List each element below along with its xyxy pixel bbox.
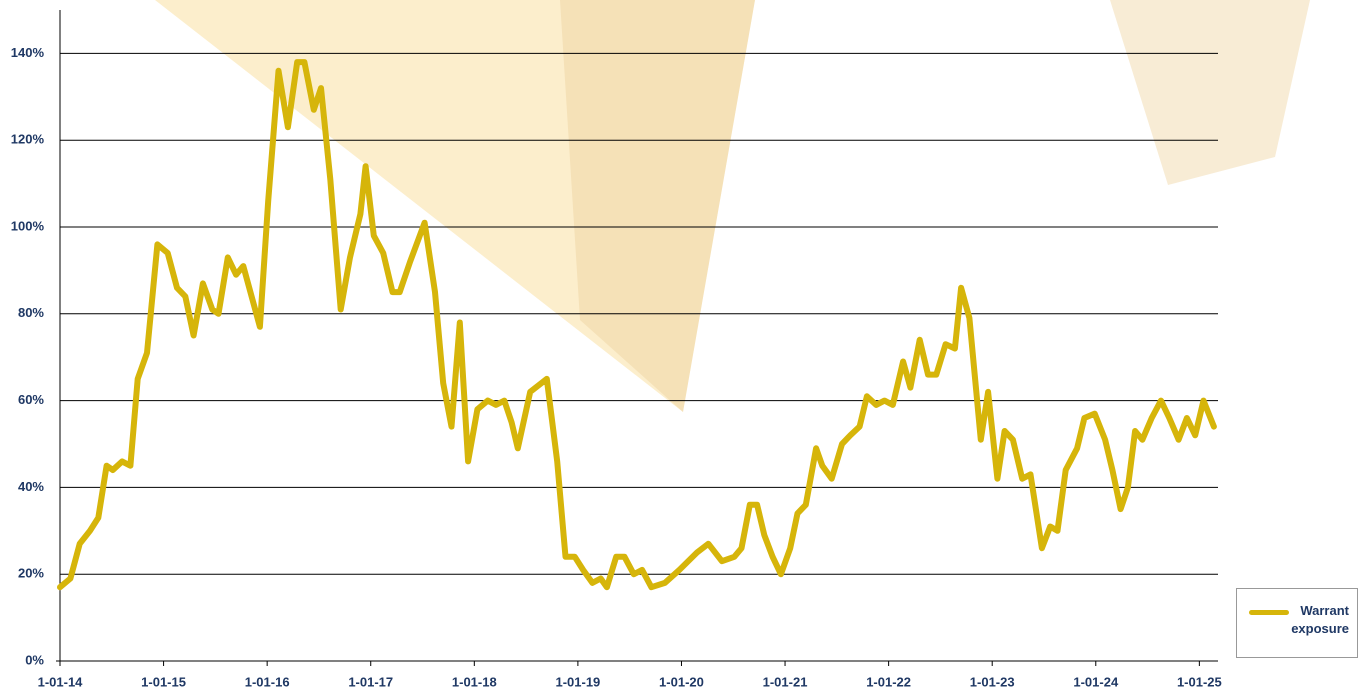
y-tick-label: 120% xyxy=(11,132,45,147)
x-tick-label: 1-01-23 xyxy=(970,674,1015,689)
y-tick-label: 0% xyxy=(25,652,44,667)
legend-label: Warrant exposure xyxy=(1291,603,1349,636)
x-tick-label: 1-01-21 xyxy=(763,674,808,689)
x-tick-label: 1-01-15 xyxy=(141,674,186,689)
legend-swatch xyxy=(1249,610,1289,615)
x-tick-label: 1-01-18 xyxy=(452,674,497,689)
legend: Warrant exposure xyxy=(1236,588,1358,658)
background-shape xyxy=(560,0,755,412)
background-shape xyxy=(1110,0,1310,185)
x-tick-label: 1-01-25 xyxy=(1177,674,1222,689)
x-tick-label: 1-01-20 xyxy=(659,674,704,689)
y-tick-label: 40% xyxy=(18,479,44,494)
background-shape xyxy=(155,0,755,412)
grid: 0% 20% 40% 60% 80% 100% 120% 140% 1-01-14 1-01-15… xyxy=(11,10,1222,689)
y-tick-label: 60% xyxy=(18,392,44,407)
y-tick-label: 80% xyxy=(18,305,44,320)
y-tick-label: 100% xyxy=(11,218,45,233)
x-tick-label: 1-01-14 xyxy=(38,674,84,689)
plot xyxy=(57,59,1217,591)
x-tick-label: 1-01-16 xyxy=(245,674,290,689)
x-tick-label: 1-01-17 xyxy=(348,674,393,689)
x-tick-label: 1-01-24 xyxy=(1073,674,1119,689)
data-line xyxy=(57,59,1217,591)
x-tick-label: 1-01-22 xyxy=(866,674,911,689)
y-tick-label: 140% xyxy=(11,45,45,60)
x-tick-label: 1-01-19 xyxy=(555,674,600,689)
y-tick-label: 20% xyxy=(18,566,44,581)
